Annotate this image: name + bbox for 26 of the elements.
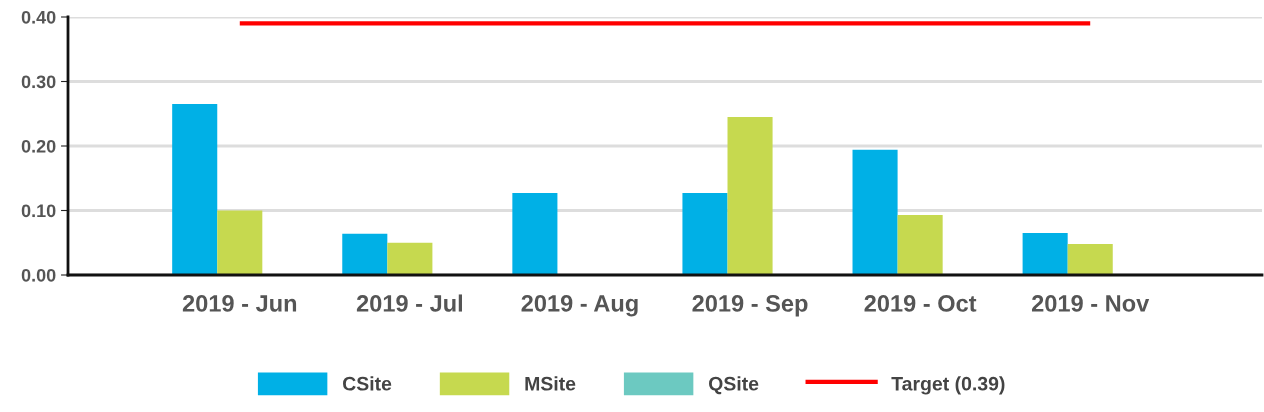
bar	[852, 149, 898, 275]
x-tick-label: 2019 - Sep	[692, 295, 808, 317]
legend-label: QSite	[709, 376, 759, 395]
y-tick-label: 0.30	[21, 75, 56, 89]
y-tick-label: 0.40	[21, 10, 56, 24]
bar	[512, 193, 558, 275]
x-tick-label: 2019 - Aug	[521, 294, 638, 317]
x-tick-label: 2019 - Nov	[1031, 295, 1150, 312]
bar	[217, 210, 263, 275]
bar	[1022, 233, 1068, 275]
bar	[172, 104, 218, 275]
x-tick-label: 2019 - Jul	[356, 294, 463, 312]
legend-label: Target (0.39)	[891, 376, 1005, 395]
y-tick-label: 0.00	[21, 268, 56, 282]
bar	[727, 116, 773, 275]
legend-label: MSite	[525, 376, 576, 391]
bar	[342, 233, 388, 275]
bar	[387, 242, 433, 275]
y-tick-label: 0.20	[21, 139, 56, 153]
legend-label: CSite	[343, 376, 392, 391]
y-tick-label: 0.10	[21, 204, 56, 218]
bar	[682, 193, 728, 275]
bar	[1067, 244, 1113, 275]
bar	[897, 215, 943, 275]
x-tick-label: 2019 - Oct	[864, 295, 977, 312]
x-tick-label: 2019 - Jun	[182, 295, 297, 312]
